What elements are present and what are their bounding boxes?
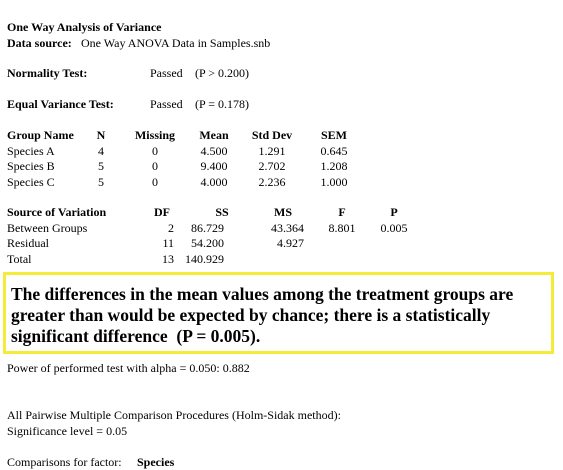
cell: 8.801 bbox=[328, 220, 356, 235]
cell: 0.005 bbox=[380, 220, 408, 235]
cell: 0 bbox=[152, 143, 158, 158]
comparisons-factor: Species bbox=[137, 455, 175, 469]
normality-label: Normality Test: bbox=[7, 66, 88, 80]
cell: 140.929 bbox=[185, 251, 224, 266]
column-header: MS bbox=[274, 205, 292, 219]
column-header: P bbox=[390, 205, 398, 219]
cell: 1.000 bbox=[320, 174, 348, 189]
title: One Way Analysis of Variance bbox=[7, 20, 162, 34]
column-header: F bbox=[338, 205, 346, 219]
cell: Species A bbox=[7, 143, 55, 158]
cell: 9.400 bbox=[200, 159, 228, 173]
column-header: DF bbox=[154, 205, 170, 219]
significance: Significance level = 0.05 bbox=[7, 424, 128, 438]
normality-detail: (P > 0.200) bbox=[195, 66, 249, 80]
conclusion-line: significant difference (P = 0.005). bbox=[11, 326, 261, 346]
cell: 86.729 bbox=[191, 220, 224, 235]
column-header: Missing bbox=[134, 128, 175, 142]
cell: Species B bbox=[7, 159, 55, 173]
column-header: SS bbox=[215, 205, 229, 219]
power: Power of performed test with alpha = 0.0… bbox=[7, 361, 250, 375]
comparisons-label: Comparisons for factor: bbox=[7, 455, 122, 469]
column-header: Std Dev bbox=[251, 128, 293, 142]
cell: 1.208 bbox=[320, 159, 348, 173]
data-source-label: Data source: bbox=[7, 36, 72, 50]
cell: 4.000 bbox=[200, 174, 228, 189]
column-header: SEM bbox=[320, 128, 347, 142]
column-header: Group Name bbox=[7, 128, 74, 142]
column-header: Mean bbox=[199, 128, 229, 142]
conclusion-line: The differences in the mean values among… bbox=[11, 284, 514, 304]
cell: 4 bbox=[98, 143, 104, 158]
pairwise: All Pairwise Multiple Comparison Procedu… bbox=[7, 408, 341, 422]
cell: 0.645 bbox=[320, 143, 348, 158]
cell: 0 bbox=[152, 174, 158, 189]
cell: 2 bbox=[168, 220, 174, 235]
cell: Total bbox=[7, 251, 32, 266]
data-source: One Way ANOVA Data in Samples.snb bbox=[81, 36, 271, 50]
cell: Between Groups bbox=[7, 220, 88, 235]
column-header: N bbox=[96, 128, 106, 142]
cell: 4.927 bbox=[277, 236, 304, 250]
conclusion-box: The differences in the mean values among… bbox=[3, 272, 554, 354]
cell: 2.236 bbox=[258, 174, 286, 189]
column-header: Source of Variation bbox=[7, 205, 107, 219]
cell: 2.702 bbox=[258, 159, 286, 173]
cell: 11 bbox=[162, 236, 174, 250]
equal-variance-result: Passed bbox=[150, 97, 183, 111]
normality-result: Passed bbox=[150, 66, 183, 80]
equal-variance-label: Equal Variance Test: bbox=[7, 97, 114, 111]
cell: 43.364 bbox=[271, 220, 304, 235]
cell: Residual bbox=[7, 236, 49, 250]
equal-variance-detail: (P = 0.178) bbox=[195, 97, 249, 111]
cell: 5 bbox=[98, 174, 104, 189]
cell: 4.500 bbox=[200, 143, 228, 158]
cell: 0 bbox=[152, 159, 158, 173]
cell: 5 bbox=[98, 159, 104, 173]
conclusion-line: greater than would be expected by chance… bbox=[11, 305, 491, 325]
cell: 1.291 bbox=[258, 143, 286, 158]
cell: Species C bbox=[7, 174, 55, 189]
cell: 54.200 bbox=[191, 236, 224, 250]
cell: 13 bbox=[162, 251, 174, 266]
